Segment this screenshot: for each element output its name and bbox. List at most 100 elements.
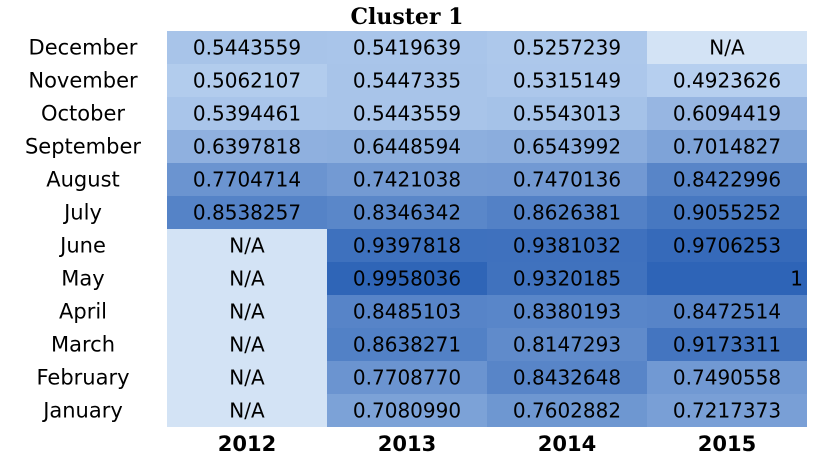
cell-value-april-2012: N/A [229, 300, 265, 324]
cell-value-july-2012: 0.8538257 [193, 201, 301, 225]
heatmap-cells: 0.5443559 0.5419639 0.5257239 N/A 0.5062107 0… [167, 31, 807, 427]
cell-value-december-2012: 0.5443559 [193, 36, 301, 60]
cell-value-february-2015: 0.7490558 [673, 366, 781, 390]
cell-february-2015 [647, 361, 807, 394]
cell-value-october-2014: 0.5543013 [513, 102, 621, 126]
cell-value-september-2015: 0.7014827 [673, 135, 781, 159]
cell-april-2013 [327, 295, 487, 328]
cell-value-september-2014: 0.6543992 [513, 135, 621, 159]
row-label-july: July [62, 201, 102, 225]
cell-value-november-2015: 0.4923626 [673, 69, 781, 93]
cell-value-january-2012: N/A [229, 399, 265, 423]
cell-value-june-2013: 0.9397818 [353, 234, 461, 258]
cell-december-2013 [327, 31, 487, 64]
cell-value-december-2013: 0.5419639 [353, 36, 461, 60]
cell-value-september-2012: 0.6397818 [193, 135, 301, 159]
cell-february-2014 [487, 361, 647, 394]
cell-june-2013 [327, 229, 487, 262]
cell-january-2015 [647, 394, 807, 427]
cell-value-june-2015: 0.9706253 [673, 234, 781, 258]
cell-value-march-2012: N/A [229, 333, 265, 357]
cell-value-august-2014: 0.7470136 [513, 168, 621, 192]
cell-value-october-2015: 0.6094419 [673, 102, 781, 126]
cell-value-february-2014: 0.8432648 [513, 366, 621, 390]
cell-march-2015 [647, 328, 807, 361]
cell-july-2013 [327, 196, 487, 229]
cell-value-december-2015: N/A [709, 36, 745, 60]
cell-value-may-2015: 1 [790, 267, 803, 291]
cell-may-2012 [167, 262, 327, 295]
cell-august-2015 [647, 163, 807, 196]
row-label-november: November [28, 69, 138, 93]
cell-november-2014 [487, 64, 647, 97]
row-label-august: August [46, 168, 120, 192]
cell-may-2014 [487, 262, 647, 295]
cell-value-january-2014: 0.7602882 [513, 399, 621, 423]
cell-value-august-2012: 0.7704714 [193, 168, 301, 192]
cell-value-june-2012: N/A [229, 234, 265, 258]
cell-value-march-2015: 0.9173311 [673, 333, 781, 357]
cell-value-may-2013: 0.9958036 [353, 267, 461, 291]
cell-value-april-2013: 0.8485103 [353, 300, 461, 324]
cell-october-2014 [487, 97, 647, 130]
cell-august-2014 [487, 163, 647, 196]
cell-october-2015 [647, 97, 807, 130]
cell-value-may-2014: 0.9320185 [513, 267, 621, 291]
cell-value-july-2015: 0.9055252 [673, 201, 781, 225]
row-label-october: October [41, 102, 125, 126]
cell-december-2015 [647, 31, 807, 64]
column-label-2015: 2015 [698, 432, 756, 456]
row-label-february: February [36, 366, 129, 390]
column-label-2012: 2012 [218, 432, 276, 456]
cell-value-april-2015: 0.8472514 [673, 300, 781, 324]
cell-september-2012 [167, 130, 327, 163]
cell-april-2015 [647, 295, 807, 328]
cell-february-2012 [167, 361, 327, 394]
cell-value-june-2014: 0.9381032 [513, 234, 621, 258]
cell-january-2013 [327, 394, 487, 427]
cell-value-october-2012: 0.5394461 [193, 102, 301, 126]
cell-september-2015 [647, 130, 807, 163]
row-label-may: May [61, 267, 104, 291]
cell-value-april-2014: 0.8380193 [513, 300, 621, 324]
cell-november-2013 [327, 64, 487, 97]
cell-november-2015 [647, 64, 807, 97]
cell-value-august-2015: 0.8422996 [673, 168, 781, 192]
cell-december-2012 [167, 31, 327, 64]
column-label-2013: 2013 [378, 432, 436, 456]
cell-march-2013 [327, 328, 487, 361]
cell-december-2014 [487, 31, 647, 64]
cell-value-november-2014: 0.5315149 [513, 69, 621, 93]
cell-value-january-2013: 0.7080990 [353, 399, 461, 423]
cell-value-december-2014: 0.5257239 [513, 36, 621, 60]
cell-value-july-2013: 0.8346342 [353, 201, 461, 225]
cell-value-january-2015: 0.7217373 [673, 399, 781, 423]
row-label-september: September [25, 135, 141, 159]
cell-july-2015 [647, 196, 807, 229]
cell-november-2012 [167, 64, 327, 97]
cell-april-2014 [487, 295, 647, 328]
cell-june-2014 [487, 229, 647, 262]
cell-may-2015 [647, 262, 807, 295]
chart-title: Cluster 1 [351, 4, 464, 30]
cell-july-2012 [167, 196, 327, 229]
cell-march-2012 [167, 328, 327, 361]
cell-value-november-2012: 0.5062107 [193, 69, 301, 93]
column-labels: 2012 2013 2014 2015 [218, 432, 756, 456]
row-label-april: April [59, 300, 107, 324]
cell-value-march-2014: 0.8147293 [513, 333, 621, 357]
cell-january-2012 [167, 394, 327, 427]
cell-september-2014 [487, 130, 647, 163]
cell-value-may-2012: N/A [229, 267, 265, 291]
cell-october-2013 [327, 97, 487, 130]
cell-may-2013 [327, 262, 487, 295]
column-label-2014: 2014 [538, 432, 596, 456]
row-labels: December November October September August Ju… [25, 36, 141, 423]
cell-february-2013 [327, 361, 487, 394]
cell-june-2015 [647, 229, 807, 262]
row-label-march: March [51, 333, 115, 357]
cell-september-2013 [327, 130, 487, 163]
row-label-june: June [58, 234, 106, 258]
cell-value-october-2013: 0.5443559 [353, 102, 461, 126]
